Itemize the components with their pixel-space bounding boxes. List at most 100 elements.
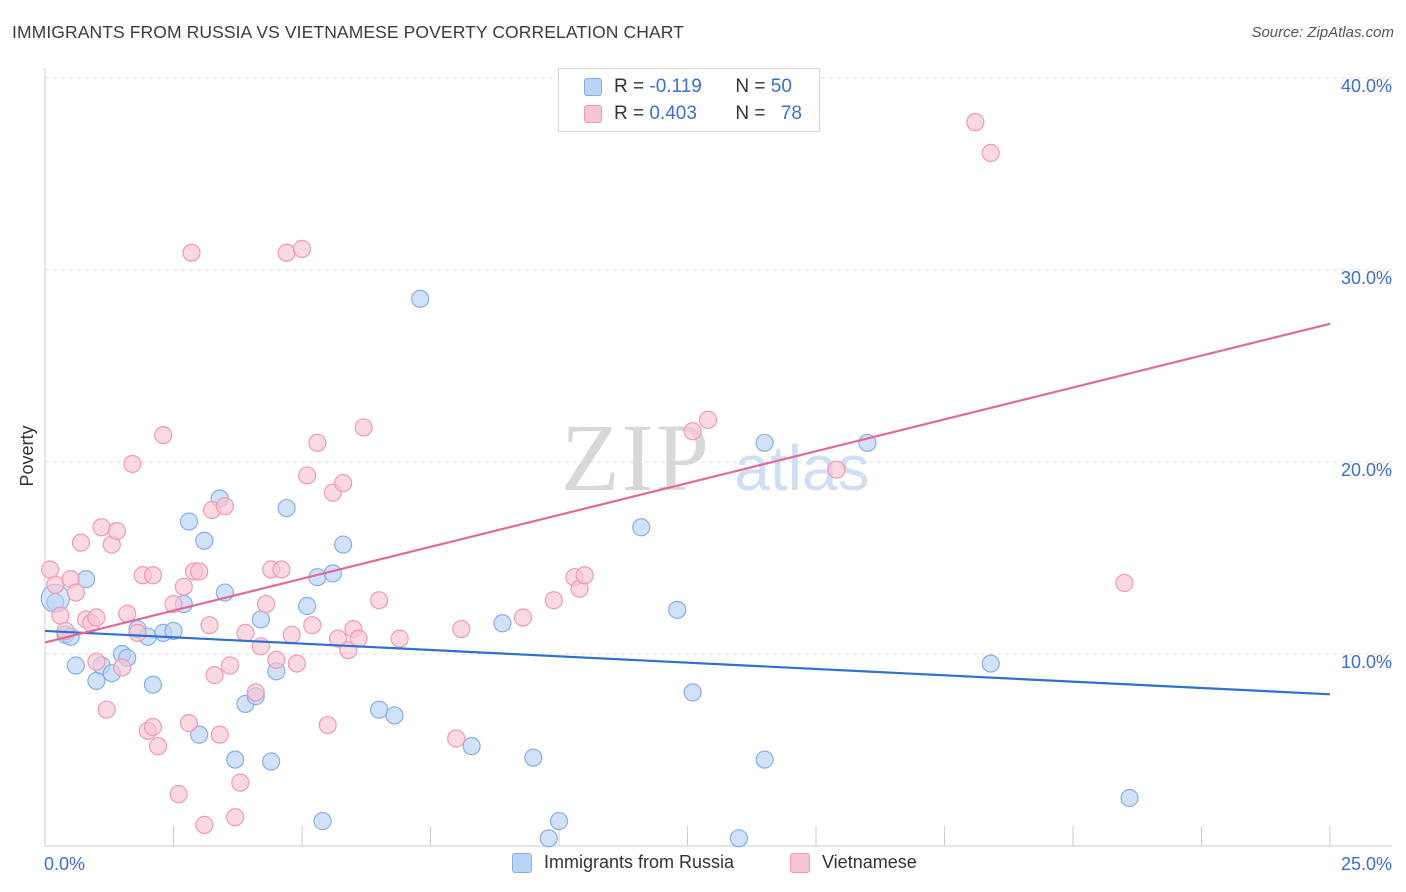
x-tick-label-max: 25.0% [1341, 854, 1392, 874]
vietnamese-point [143, 566, 163, 585]
vietnamese-point [256, 594, 276, 614]
series-legend-label-vietnamese: Vietnamese [822, 852, 917, 872]
vietnamese-point [966, 113, 985, 132]
vietnamese-point [354, 418, 373, 437]
vietnamese-point [698, 410, 718, 429]
legend-swatch-vietnamese [584, 105, 602, 123]
x-tick-label-min: 0.0% [44, 854, 85, 874]
vietnamese-point [164, 594, 183, 614]
vietnamese-point [292, 239, 312, 258]
legend-r-label: R = [614, 103, 650, 124]
vietnamese-point [226, 808, 245, 827]
vietnamese-point [267, 650, 286, 669]
vietnamese-point [200, 616, 219, 635]
russia-point [313, 811, 332, 831]
vietnamese-point [71, 533, 91, 552]
legend-n-value: 78 [780, 103, 802, 124]
series-vietnamese-points [41, 113, 1134, 834]
russia-point [195, 531, 214, 550]
axes [44, 68, 1392, 847]
series-legend: Immigrants from Russia Vietnamese [0, 852, 1406, 878]
vietnamese-point [205, 666, 224, 685]
y-tick-label: 20.0% [1341, 460, 1392, 480]
russia-point [668, 600, 687, 619]
russia-point [539, 829, 558, 848]
trend-line-vietnamese [44, 322, 1331, 644]
legend-n-value: 50 [770, 76, 792, 97]
series-legend-swatch-russia [512, 852, 532, 873]
vietnamese-point [195, 815, 214, 834]
trend-lines [44, 322, 1331, 696]
vietnamese-point [97, 700, 116, 719]
vietnamese-point [308, 433, 327, 452]
chart-title: IMMIGRANTS FROM RUSSIA VS VIETNAMESE POV… [12, 22, 684, 42]
vietnamese-point [447, 729, 466, 748]
vietnamese-point [298, 466, 317, 485]
vietnamese-point [277, 243, 296, 262]
vietnamese-point [190, 562, 209, 581]
vietnamese-point [282, 625, 301, 644]
vietnamese-point [287, 654, 306, 673]
vietnamese-point [87, 652, 106, 671]
vietnamese-point [246, 683, 265, 702]
russia-point [179, 512, 199, 531]
vietnamese-point [318, 715, 337, 735]
vietnamese-point [452, 619, 471, 639]
vietnamese-point [1115, 573, 1134, 593]
legend-r-value: 0.403 [649, 103, 697, 124]
trend-line-russia [44, 629, 1331, 696]
vietnamese-point [128, 623, 147, 642]
russia-point [87, 671, 106, 690]
legend-n-label: N = [735, 103, 771, 124]
tick-labels: 10.0% 20.0% 30.0% 40.0% 0.0% 25.0% [44, 76, 1392, 874]
vietnamese-point [143, 717, 163, 737]
watermark-zip: ZIP [561, 404, 711, 511]
vietnamese-point [827, 460, 846, 479]
series-russia-points [40, 289, 1139, 848]
russia-point [493, 614, 512, 633]
russia-point [549, 811, 569, 831]
vietnamese-point [544, 591, 563, 610]
legend-row-russia: R = -0.119 N = 50 [584, 75, 792, 99]
vietnamese-point [349, 629, 368, 648]
russia-point [164, 621, 183, 641]
russia-point [683, 683, 702, 702]
vietnamese-point [112, 658, 132, 677]
series-legend-russia: Immigrants from Russia [512, 852, 734, 873]
russia-point [385, 706, 404, 725]
vietnamese-point [981, 143, 1000, 162]
vietnamese-point [215, 497, 234, 516]
vietnamese-point [328, 629, 348, 648]
y-tick-label: 30.0% [1341, 268, 1392, 288]
vietnamese-point [210, 725, 229, 744]
vietnamese-point [87, 608, 106, 627]
vietnamese-point [236, 623, 255, 642]
russia-point [334, 535, 353, 554]
vietnamese-point [123, 454, 142, 474]
russia-point [981, 654, 1000, 673]
vietnamese-point [148, 737, 168, 756]
chart-source: Source: ZipAtlas.com [1251, 24, 1394, 41]
vietnamese-point [66, 583, 85, 602]
y-tick-label: 40.0% [1341, 76, 1392, 96]
grid-lines [45, 77, 1392, 655]
russia-point [1120, 788, 1139, 808]
series-legend-swatch-vietnamese [790, 852, 810, 873]
russia-point [66, 656, 85, 675]
series-legend-label-russia: Immigrants from Russia [544, 852, 735, 872]
vietnamese-point [575, 566, 594, 585]
y-tick-label: 10.0% [1341, 652, 1392, 672]
russia-point [729, 829, 749, 848]
russia-point [370, 700, 389, 719]
vietnamese-point [390, 629, 409, 648]
legend-r-label: R = [614, 76, 650, 97]
vietnamese-point [41, 560, 60, 579]
russia-point [262, 752, 281, 771]
series-legend-vietnamese: Vietnamese [790, 852, 917, 873]
russia-point [298, 596, 317, 616]
vietnamese-point [220, 656, 240, 675]
vietnamese-point [303, 616, 322, 635]
russia-point [251, 610, 270, 629]
russia-point [226, 750, 245, 769]
